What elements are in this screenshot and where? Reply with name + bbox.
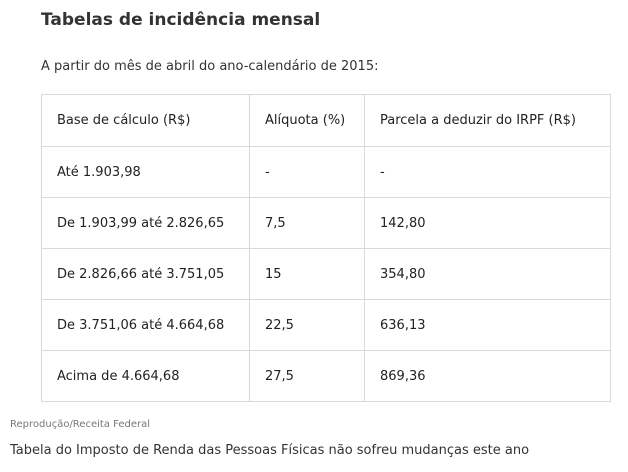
table-row: De 3.751,06 até 4.664,68 22,5 636,13	[41, 299, 611, 351]
header-base-calculo: Base de cálculo (R$)	[41, 94, 250, 147]
cell-aliquota: 15	[249, 248, 365, 300]
cell-parcela: 869,36	[364, 350, 611, 402]
image-caption: Tabela do Imposto de Renda das Pessoas F…	[10, 443, 530, 458]
image-credit: Reprodução/Receita Federal	[10, 419, 150, 430]
cell-parcela: 142,80	[364, 197, 611, 249]
table-row: Até 1.903,98 - -	[41, 146, 611, 198]
header-aliquota: Alíquota (%)	[249, 94, 365, 147]
cell-parcela: 354,80	[364, 248, 611, 300]
cell-aliquota: 27,5	[249, 350, 365, 402]
table-row: De 2.826,66 até 3.751,05 15 354,80	[41, 248, 611, 300]
table-row: De 1.903,99 até 2.826,65 7,5 142,80	[41, 197, 611, 249]
tax-table: Base de cálculo (R$) Alíquota (%) Parcel…	[41, 94, 611, 402]
table-header-row: Base de cálculo (R$) Alíquota (%) Parcel…	[41, 94, 611, 147]
table-row: Acima de 4.664,68 27,5 869,36	[41, 350, 611, 402]
cell-base: Acima de 4.664,68	[41, 350, 250, 402]
cell-parcela: -	[364, 146, 611, 198]
cell-base: De 1.903,99 até 2.826,65	[41, 197, 250, 249]
header-parcela-deduzir: Parcela a deduzir do IRPF (R$)	[364, 94, 611, 147]
cell-parcela: 636,13	[364, 299, 611, 351]
table-intro: A partir do mês de abril do ano-calendár…	[41, 59, 379, 74]
page-title: Tabelas de incidência mensal	[41, 10, 321, 30]
cell-base: Até 1.903,98	[41, 146, 250, 198]
cell-aliquota: 22,5	[249, 299, 365, 351]
cell-base: De 3.751,06 até 4.664,68	[41, 299, 250, 351]
cell-aliquota: -	[249, 146, 365, 198]
cell-base: De 2.826,66 até 3.751,05	[41, 248, 250, 300]
cell-aliquota: 7,5	[249, 197, 365, 249]
